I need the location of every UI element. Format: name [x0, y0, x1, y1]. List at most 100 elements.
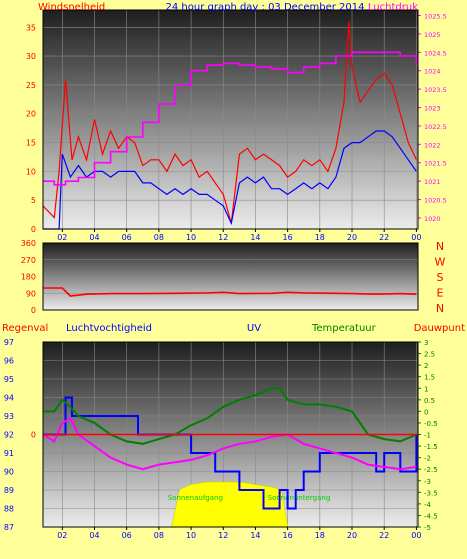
rain-axis-title: Regenval [2, 323, 48, 334]
dewpoint-axis-title: Dauwpunt [414, 323, 465, 334]
humidity-y-tick-label: 92 [4, 431, 14, 440]
humidity-axis-title: Luchtvochtigheid [66, 323, 152, 334]
solar-radiation-area [171, 481, 288, 528]
temperature-y-tick-label: 1 [424, 385, 428, 393]
humidity-y-tick-label: 87 [4, 523, 14, 532]
temperature-y-tick-label: 0.5 [424, 397, 435, 405]
0-tick-label: 08 [154, 233, 164, 242]
humidity-y-tick-label: 91 [4, 449, 14, 458]
wind-panel-frame [42, 9, 419, 230]
0-tick-label: 20 [347, 233, 357, 242]
humidity-y-tick-label: 97 [4, 338, 14, 347]
temperature-y-tick-label: -1.5 [424, 443, 438, 451]
wind-y-tick-label: 25 [26, 81, 36, 90]
pressure-y-tick-label: 1021.5 [424, 160, 447, 168]
direction-y-tick-label: 360 [21, 239, 36, 248]
pressure-y-tick-label: 1022.5 [424, 123, 447, 131]
direction-y-tick-label: 90 [26, 289, 36, 298]
0-tick-label: 02 [57, 233, 67, 242]
2-tick-label: 04 [89, 531, 99, 540]
0-tick-label: 04 [89, 233, 99, 242]
temperature-y-tick-label: -3 [424, 478, 431, 486]
2-tick-label: 20 [347, 531, 357, 540]
compass-label-w: W [435, 256, 446, 269]
temperature-axis-title: Temperatuur [311, 323, 377, 334]
wind-panel-background [43, 10, 418, 229]
0-tick-label: 06 [122, 233, 132, 242]
wind-y-tick-label: 5 [31, 196, 36, 205]
sunrise-label: Sonnenaufgang [168, 494, 223, 502]
humidity-y-tick-label: 94 [4, 394, 14, 403]
temperature-y-tick-label: -2.5 [424, 466, 438, 474]
humidity-y-tick-label: 96 [4, 357, 14, 366]
uv-axis-title: UV [247, 323, 261, 334]
climate-panel-frame [42, 341, 419, 528]
compass-label-e: E [437, 287, 444, 300]
pressure-y-tick-label: 1025.5 [424, 13, 447, 21]
direction-y-tick-label: 270 [21, 256, 36, 265]
temperature-y-tick-label: 2 [424, 362, 428, 370]
direction-panel-frame [42, 242, 419, 311]
2-tick-label: 00 [411, 531, 421, 540]
pressure-y-tick-label: 1020 [424, 215, 441, 223]
rain-value-label: 0 [31, 431, 36, 440]
wind-y-tick-label: 10 [26, 167, 36, 176]
humidity-y-tick-label: 95 [4, 375, 14, 384]
compass-label-s: S [437, 271, 444, 284]
temperature-series-line [43, 387, 417, 445]
temperature-y-tick-label: -4.5 [424, 512, 438, 520]
wind-series-line [43, 130, 417, 230]
pressure-y-tick-label: 1024 [424, 68, 441, 76]
pressure-axis-title: Luchtdruk [368, 2, 418, 13]
compass-label-n: N [436, 302, 444, 315]
wind-y-tick-label: 15 [26, 139, 36, 148]
temperature-y-tick-label: -4 [424, 501, 432, 509]
direction-y-tick-label: 180 [21, 273, 36, 282]
pressure-y-tick-label: 1022 [424, 141, 441, 149]
temperature-y-tick-label: 1.5 [424, 374, 435, 382]
wind-y-tick-label: 0 [31, 225, 36, 234]
compass-label-n: N [436, 240, 444, 253]
temperature-y-tick-label: -5 [424, 524, 431, 532]
temperature-y-tick-label: 2.5 [424, 351, 435, 359]
2-tick-label: 10 [186, 531, 196, 540]
temperature-y-tick-label: -0.5 [424, 420, 438, 428]
pressure-y-tick-label: 1023 [424, 105, 441, 113]
pressure-y-tick-label: 1021 [424, 178, 441, 186]
wind-axis-title: Windsnelheid [38, 2, 105, 13]
pressure-y-tick-label: 1023.5 [424, 86, 447, 94]
2-tick-label: 22 [379, 531, 389, 540]
2-tick-label: 16 [283, 531, 293, 540]
0-tick-label: 16 [283, 233, 293, 242]
temperature-y-tick-label: 3 [424, 339, 428, 347]
0-tick-label: 12 [218, 233, 228, 242]
0-tick-label: 14 [250, 233, 260, 242]
0-tick-label: 22 [379, 233, 389, 242]
2-tick-label: 12 [218, 531, 228, 540]
temperature-y-tick-label: 0 [424, 408, 428, 416]
wind-y-tick-label: 35 [26, 23, 36, 32]
0-tick-label: 00 [411, 233, 421, 242]
2-tick-label: 08 [154, 531, 164, 540]
humidity-series-line [43, 396, 418, 510]
chart-title: 24 hour graph day : 03 December 2014 [166, 2, 365, 13]
2-tick-label: 18 [315, 531, 325, 540]
pressure-series-line [43, 51, 418, 186]
dewpoint-series-line [42, 416, 417, 471]
wind-y-tick-label: 30 [26, 52, 36, 61]
2-tick-label: 06 [122, 531, 132, 540]
humidity-y-tick-label: 88 [4, 505, 14, 514]
2-tick-label: 02 [57, 531, 67, 540]
humidity-y-tick-label: 89 [4, 486, 14, 495]
0-tick-label: 10 [186, 233, 196, 242]
direction-y-tick-label: 0 [31, 306, 36, 315]
pressure-y-tick-label: 1020.5 [424, 197, 447, 205]
humidity-y-tick-label: 90 [4, 468, 14, 477]
sunset-label: Sonnenuntergang [268, 494, 331, 502]
2-tick-label: 14 [250, 531, 260, 540]
humidity-y-tick-label: 93 [4, 412, 14, 421]
direction-series-line [43, 287, 417, 297]
temperature-y-tick-label: -2 [424, 455, 431, 463]
